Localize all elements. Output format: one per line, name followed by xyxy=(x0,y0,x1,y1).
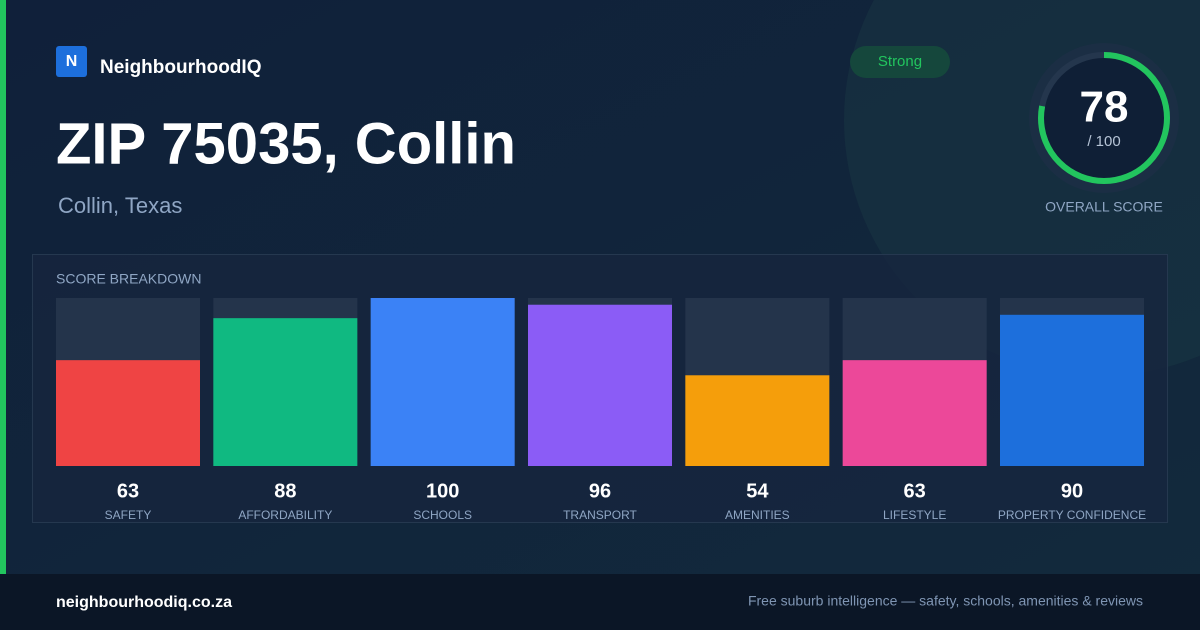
badge-text: Strong xyxy=(878,53,922,70)
bar xyxy=(528,304,672,466)
subtitle: Collin, Texas xyxy=(58,193,182,218)
bar xyxy=(370,298,515,466)
value-label: 63 xyxy=(117,480,139,502)
category-label: SCHOOLS xyxy=(413,508,472,522)
footer xyxy=(0,574,1200,630)
chart-title: SCORE BREAKDOWN xyxy=(56,271,201,287)
footer-site: neighbourhoodiq.co.za xyxy=(56,594,232,611)
page-title: ZIP 75035, Collin xyxy=(56,111,516,176)
value-label: 90 xyxy=(1061,480,1083,502)
logo-letter: N xyxy=(66,53,78,70)
brand-name: NeighbourhoodIQ xyxy=(100,57,261,78)
category-label: TRANSPORT xyxy=(563,508,637,522)
value-label: 88 xyxy=(274,480,296,502)
category-label: SAFETY xyxy=(105,508,152,522)
bar xyxy=(842,360,987,466)
category-label: PROPERTY CONFIDENCE xyxy=(998,508,1146,522)
value-label: 96 xyxy=(589,480,611,502)
value-label: 54 xyxy=(746,480,769,502)
bar xyxy=(685,375,830,466)
badge xyxy=(850,46,950,78)
value-label: 63 xyxy=(904,480,926,502)
category-label: AMENITIES xyxy=(725,508,790,522)
overall-max: / 100 xyxy=(1087,133,1120,150)
category-label: AFFORDABILITY xyxy=(238,508,332,522)
footer-tagline: Free suburb intelligence — safety, schoo… xyxy=(748,593,1143,609)
category-label: LIFESTYLE xyxy=(883,508,946,522)
gauge-arc xyxy=(1038,52,1170,184)
bar xyxy=(56,360,200,466)
value-label: 100 xyxy=(426,480,459,502)
logo xyxy=(56,46,87,77)
bar xyxy=(213,318,358,466)
overall-score: 78 xyxy=(1080,83,1129,132)
overall-label: OVERALL SCORE xyxy=(1045,199,1163,215)
accent-stripe xyxy=(0,0,6,574)
bar xyxy=(1000,314,1144,466)
